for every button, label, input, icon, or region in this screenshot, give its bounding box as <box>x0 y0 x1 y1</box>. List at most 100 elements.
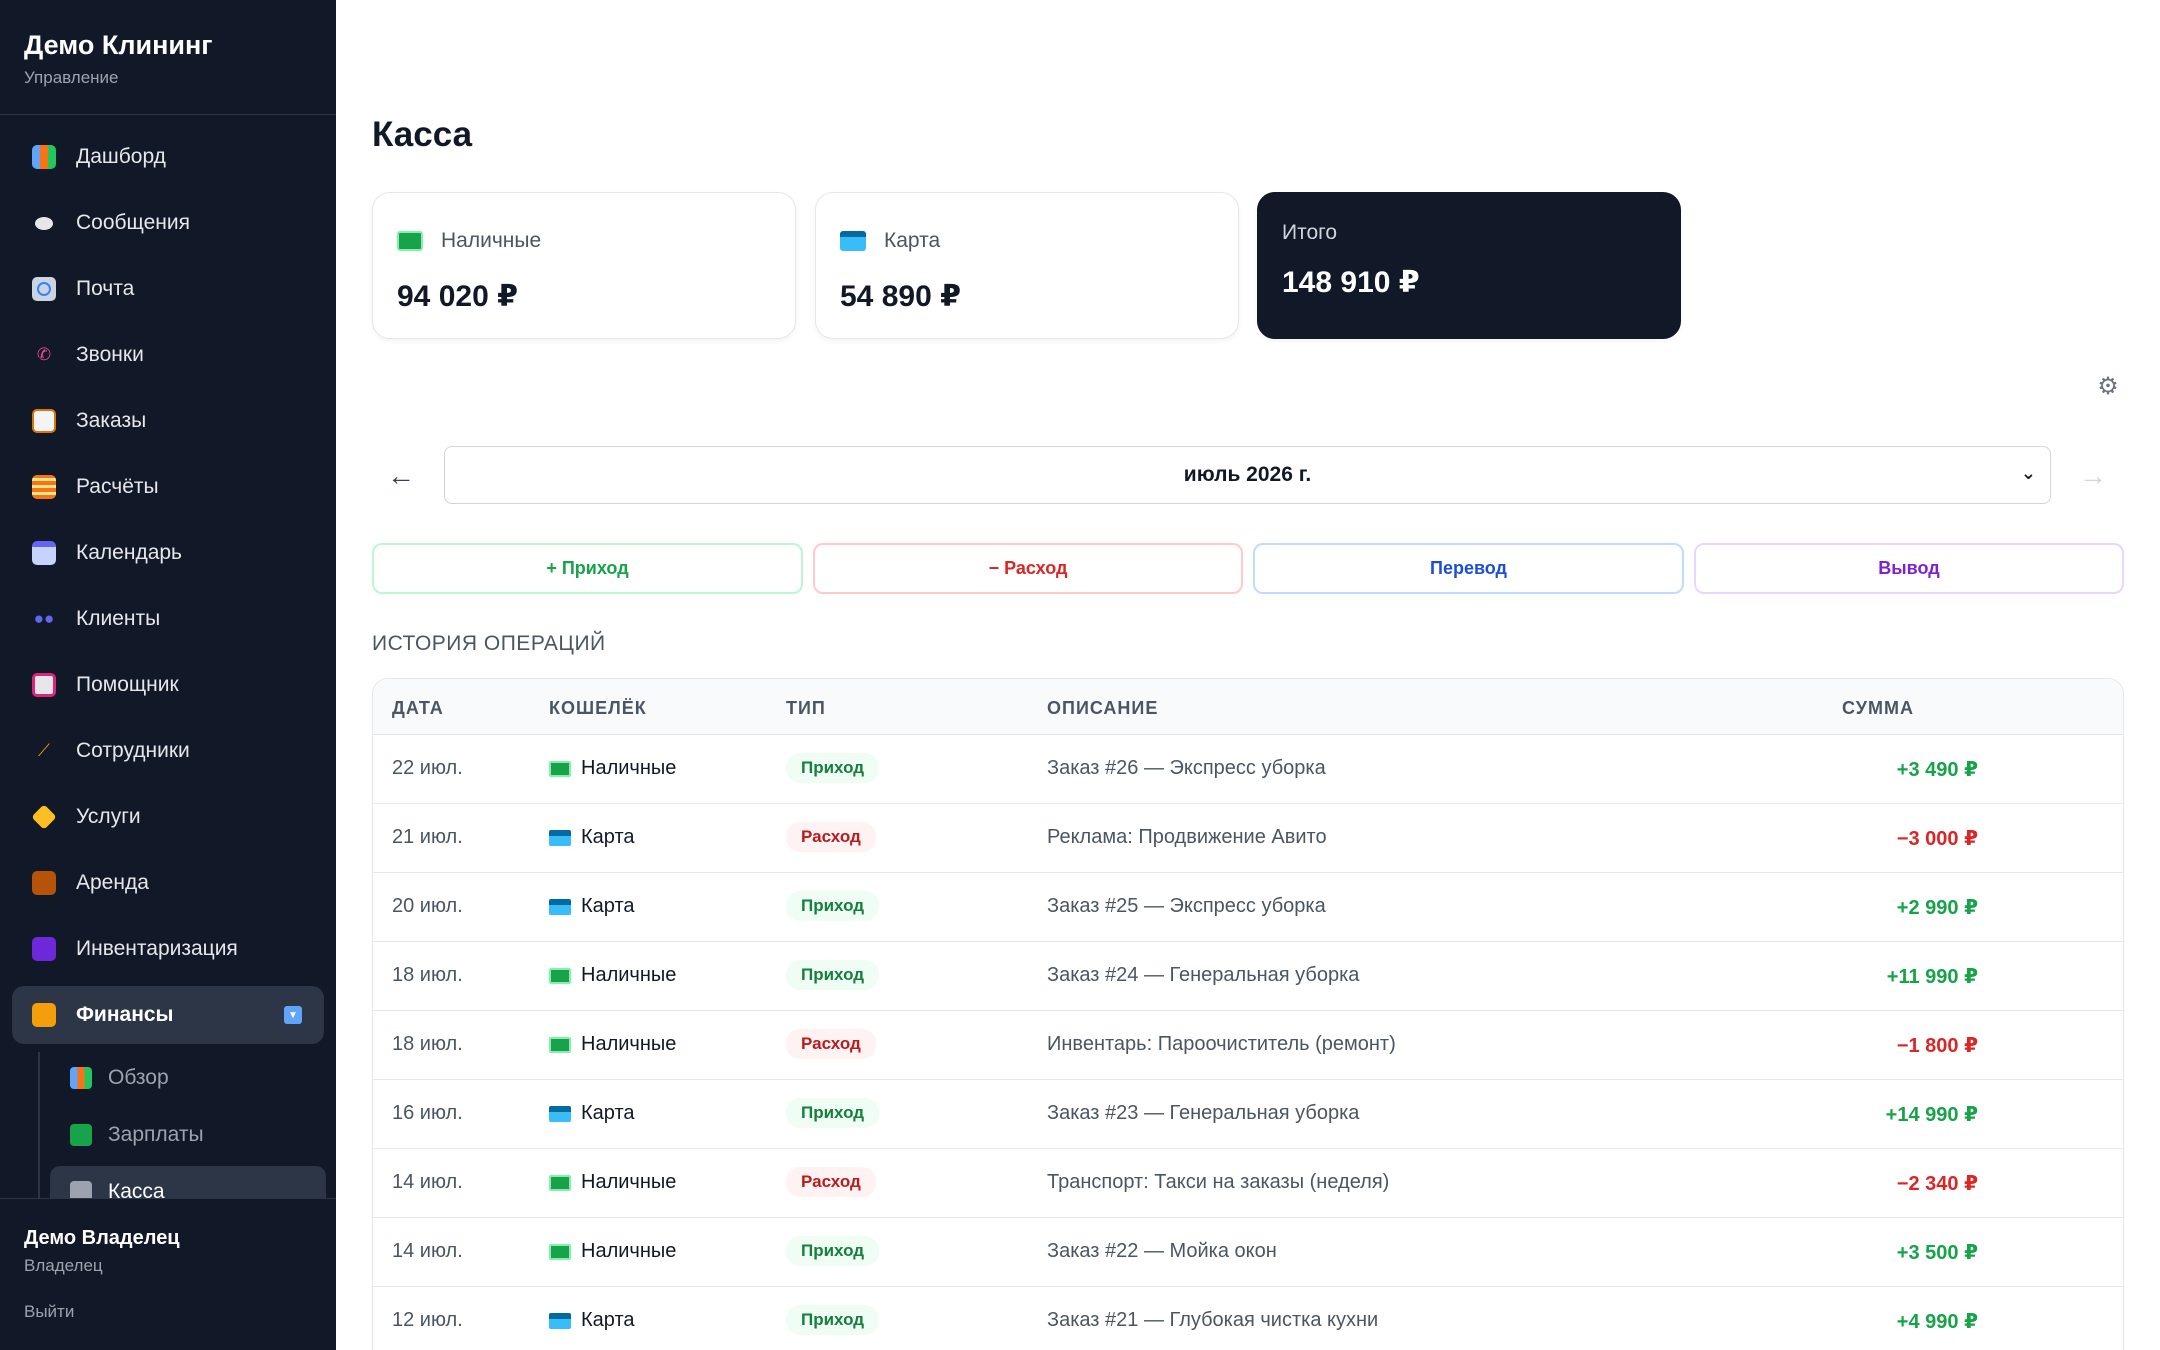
table-row[interactable]: 14 июл. Наличные Приход Заказ #22 — Мойк… <box>373 1218 2123 1287</box>
month-select[interactable]: июль 2026 г. ⌄ <box>444 446 2051 504</box>
row-type-badge: Расход <box>786 1029 876 1059</box>
sidebar-item-rental[interactable]: Аренда <box>12 854 324 912</box>
package-icon <box>32 871 56 895</box>
sidebar-item-label: Сотрудники <box>76 739 190 762</box>
sidebar-subitem-cashbox[interactable]: Касса <box>50 1166 326 1198</box>
credit-card-icon <box>549 1312 571 1329</box>
row-wallet: Карта <box>581 895 635 917</box>
next-month-button[interactable]: → <box>2079 460 2107 491</box>
sidebar-item-calendar[interactable]: Календарь <box>12 524 324 582</box>
row-type-badge: Приход <box>786 1305 880 1335</box>
people-icon: ●● <box>33 609 55 628</box>
sidebar-item-calls[interactable]: ✆ Звонки <box>12 326 324 384</box>
sidebar-nav: Дашборд Сообщения Почта ✆ Звонки Заказы … <box>0 128 336 1198</box>
calendar-icon <box>32 541 56 565</box>
brand-subtitle: Управление <box>24 68 119 87</box>
brand-title: Демо Клининг <box>24 30 213 60</box>
sidebar-item-label: Финансы <box>76 1003 174 1026</box>
row-description: Заказ #25 — Экспресс уборка <box>1047 895 1326 917</box>
money-bag-icon <box>32 1003 56 1027</box>
brand: Демо Клининг Управление <box>0 0 336 115</box>
sidebar-item-dashboard[interactable]: Дашборд <box>12 128 324 186</box>
row-wallet: Карта <box>581 1309 635 1331</box>
mail-icon <box>32 277 56 301</box>
column-sum: СУММА <box>1842 698 1914 718</box>
add-income-button[interactable]: + Приход <box>372 543 803 594</box>
row-wallet: Карта <box>581 1102 635 1124</box>
sidebar-item-mail[interactable]: Почта <box>12 260 324 318</box>
row-sum: +11 990 ₽ <box>1886 966 1978 988</box>
sidebar: Демо Клининг Управление Дашборд Сообщени… <box>0 0 336 1350</box>
user-name: Демо Владелец <box>24 1227 180 1249</box>
logout-link[interactable]: Выйти <box>24 1302 75 1321</box>
sidebar-item-inventory[interactable]: Инвентаризация <box>12 920 324 978</box>
cash-balance-card: Наличные 94 020 ₽ <box>372 192 796 339</box>
table-row[interactable]: 12 июл. Карта Приход Заказ #21 — Глубока… <box>373 1287 2123 1350</box>
row-sum: −1 800 ₽ <box>1896 1035 1978 1057</box>
add-expense-button[interactable]: − Расход <box>813 543 1243 594</box>
sidebar-item-assistant[interactable]: Помощник <box>12 656 324 714</box>
row-sum: +4 990 ₽ <box>1896 1311 1978 1333</box>
history-title: ИСТОРИЯ ОПЕРАЦИЙ <box>372 632 606 655</box>
row-description: Транспорт: Такси на заказы (неделя) <box>1047 1171 1390 1193</box>
row-description: Реклама: Продвижение Авито <box>1047 826 1327 848</box>
sidebar-item-orders[interactable]: Заказы <box>12 392 324 450</box>
cash-label: Наличные <box>441 229 542 252</box>
row-sum: +14 990 ₽ <box>1885 1104 1978 1126</box>
sidebar-subitem-salaries[interactable]: Зарплаты <box>50 1109 326 1161</box>
row-date: 14 июл. <box>392 1171 463 1193</box>
row-wallet: Наличные <box>581 1033 677 1055</box>
prev-month-button[interactable]: ← <box>387 460 415 491</box>
bank-icon <box>70 1181 92 1198</box>
tag-icon <box>31 804 57 830</box>
sidebar-item-finance[interactable]: Финансы ▼ <box>12 986 324 1044</box>
sidebar-item-calculations[interactable]: Расчёты <box>12 458 324 516</box>
chevron-down-icon[interactable]: ▼ <box>284 1006 302 1024</box>
broom-icon: ⟋ <box>38 741 50 760</box>
withdraw-button[interactable]: Вывод <box>1694 543 2124 594</box>
row-type-badge: Приход <box>786 891 880 921</box>
transfer-button[interactable]: Перевод <box>1253 543 1684 594</box>
row-sum: +3 490 ₽ <box>1896 759 1978 781</box>
inventory-icon <box>32 937 56 961</box>
row-description: Заказ #22 — Мойка окон <box>1047 1240 1277 1262</box>
user-panel: Демо Владелец Владелец Выйти <box>0 1198 336 1350</box>
banknote-icon <box>70 1124 92 1146</box>
table-row[interactable]: 18 июл. Наличные Расход Инвентарь: Пароо… <box>373 1011 2123 1080</box>
gear-icon[interactable]: ⚙ <box>2097 373 2119 400</box>
table-row[interactable]: 16 июл. Карта Приход Заказ #23 — Генерал… <box>373 1080 2123 1149</box>
row-wallet: Карта <box>581 826 635 848</box>
row-date: 22 июл. <box>392 757 463 779</box>
operations-table: ДАТА КОШЕЛЁК ТИП ОПИСАНИЕ СУММА 22 июл. … <box>372 678 2124 1350</box>
table-row[interactable]: 21 июл. Карта Расход Реклама: Продвижени… <box>373 804 2123 873</box>
sidebar-item-messages[interactable]: Сообщения <box>12 194 324 252</box>
table-row[interactable]: 22 июл. Наличные Приход Заказ #26 — Эксп… <box>373 735 2123 804</box>
banknote-icon <box>549 1243 571 1260</box>
sidebar-item-label: Заказы <box>76 409 147 432</box>
card-balance-card: Карта 54 890 ₽ <box>815 192 1239 339</box>
chart-icon <box>70 1067 92 1089</box>
sidebar-item-clients[interactable]: ●● Клиенты <box>12 590 324 648</box>
row-date: 12 июл. <box>392 1309 463 1331</box>
sidebar-item-services[interactable]: Услуги <box>12 788 324 846</box>
row-type-badge: Приход <box>786 1098 880 1128</box>
row-sum: +2 990 ₽ <box>1896 897 1978 919</box>
chart-icon <box>32 145 56 169</box>
robot-icon <box>32 673 56 697</box>
sidebar-item-label: Расчёты <box>76 475 159 498</box>
abacus-icon <box>32 475 56 499</box>
sidebar-subitem-overview[interactable]: Обзор <box>50 1052 326 1104</box>
sidebar-item-employees[interactable]: ⟋ Сотрудники <box>12 722 324 780</box>
table-row[interactable]: 14 июл. Наличные Расход Транспорт: Такси… <box>373 1149 2123 1218</box>
card-value: 54 890 ₽ <box>840 280 961 313</box>
table-row[interactable]: 18 июл. Наличные Приход Заказ #24 — Гене… <box>373 942 2123 1011</box>
row-wallet: Наличные <box>581 1240 677 1262</box>
table-row[interactable]: 20 июл. Карта Приход Заказ #25 — Экспрес… <box>373 873 2123 942</box>
column-description: ОПИСАНИЕ <box>1047 698 1159 718</box>
banknote-icon <box>397 231 423 251</box>
clipboard-icon <box>32 409 56 433</box>
sidebar-item-label: Звонки <box>76 343 144 366</box>
row-type-badge: Расход <box>786 1167 876 1197</box>
row-description: Заказ #26 — Экспресс уборка <box>1047 757 1326 779</box>
sidebar-subitem-label: Обзор <box>108 1066 169 1089</box>
